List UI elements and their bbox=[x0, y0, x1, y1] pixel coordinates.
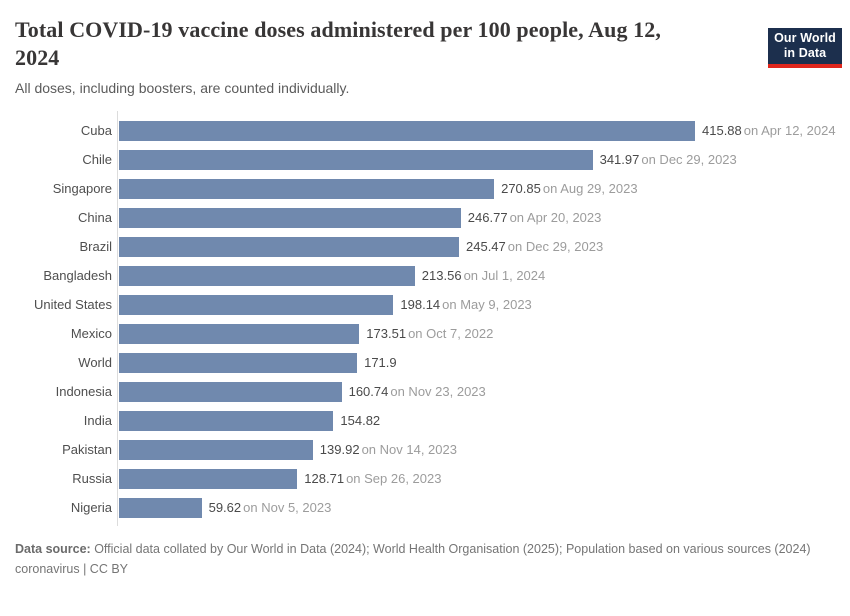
bar-value: 128.71 bbox=[304, 471, 345, 486]
entity-label[interactable]: Cuba bbox=[80, 123, 112, 138]
footer-source: Data source: Official data collated by O… bbox=[15, 541, 825, 558]
bar-value: 154.82 bbox=[340, 413, 381, 428]
bar-date: on Sep 26, 2023 bbox=[346, 471, 442, 486]
bar-value-label: 160.74 on Nov 23, 2023 bbox=[349, 384, 486, 399]
page-title: Total COVID-19 vaccine doses administere… bbox=[15, 17, 661, 70]
entity-label[interactable]: Pakistan bbox=[62, 442, 112, 457]
bar-value-label: 171.9 bbox=[364, 355, 397, 370]
bar-value: 173.51 bbox=[366, 326, 407, 341]
chart-row: China 246.77 on Apr 20, 2023 bbox=[15, 203, 835, 232]
bar-value: 245.47 bbox=[466, 239, 506, 254]
bar-value-label: 245.47 on Dec 29, 2023 bbox=[466, 239, 603, 254]
bar[interactable] bbox=[119, 410, 334, 431]
chart-subtitle: All doses, including boosters, are count… bbox=[15, 80, 350, 96]
owid-logo-line2: in Data bbox=[783, 46, 827, 60]
bar[interactable] bbox=[119, 439, 313, 460]
chart-row: Brazil 245.47 on Dec 29, 2023 bbox=[15, 232, 835, 261]
bar-value-label: 341.97 on Dec 29, 2023 bbox=[600, 152, 737, 167]
bar-value: 246.77 bbox=[467, 210, 508, 225]
bar-value: 171.9 bbox=[364, 355, 397, 370]
bar[interactable] bbox=[119, 236, 459, 257]
chart-row: Singapore 270.85 on Aug 29, 2023 bbox=[15, 174, 835, 203]
bar-value-label: 270.85 on Aug 29, 2023 bbox=[501, 181, 637, 196]
bar[interactable] bbox=[119, 352, 358, 373]
chart-row: Cuba 415.88 on Apr 12, 2024 bbox=[15, 116, 836, 145]
bar-value-label: 139.92 on Nov 14, 2023 bbox=[320, 442, 457, 457]
chart-rows: Cuba 415.88 on Apr 12, 2024 Chile 341.97 on D… bbox=[15, 111, 836, 526]
entity-label[interactable]: Mexico bbox=[70, 326, 112, 341]
y-axis-line bbox=[117, 111, 118, 526]
bar[interactable] bbox=[119, 468, 298, 489]
bar-date: on Apr 12, 2024 bbox=[743, 123, 836, 138]
bar-date: on Nov 5, 2023 bbox=[243, 500, 332, 515]
data-source-text: Official data collated by Our World in D… bbox=[90, 542, 811, 556]
footer-license: coronavirus | CC BY bbox=[15, 562, 129, 576]
bar-date: on Dec 29, 2023 bbox=[641, 152, 737, 167]
entity-label[interactable]: Chile bbox=[82, 152, 112, 167]
bar-date: on Dec 29, 2023 bbox=[507, 239, 604, 254]
bar-date: on Apr 20, 2023 bbox=[509, 210, 602, 225]
bar-value: 270.85 bbox=[501, 181, 541, 196]
data-source-label: Data source: bbox=[15, 542, 91, 556]
bar-value-label: 213.56 on Jul 1, 2024 bbox=[422, 268, 545, 283]
bar-value: 198.14 bbox=[400, 297, 441, 312]
bar[interactable] bbox=[119, 497, 202, 518]
entity-label[interactable]: India bbox=[83, 413, 112, 428]
bar-value: 59.62 bbox=[208, 500, 242, 515]
bar-value-label: 128.71 on Sep 26, 2023 bbox=[304, 471, 441, 486]
bar-value: 415.88 bbox=[702, 123, 742, 138]
entity-label[interactable]: United States bbox=[33, 297, 112, 312]
chart-row: Bangladesh 213.56 on Jul 1, 2024 bbox=[15, 261, 835, 290]
bar[interactable] bbox=[119, 149, 593, 170]
bar[interactable] bbox=[119, 381, 342, 402]
entity-label[interactable]: World bbox=[78, 355, 112, 370]
bar-date: on Oct 7, 2022 bbox=[408, 326, 494, 341]
bar-chart: Cuba 415.88 on Apr 12, 2024 Chile 341.97 on D… bbox=[15, 111, 836, 526]
bar-date: on Nov 14, 2023 bbox=[361, 442, 457, 457]
bar-value-label: 246.77 on Apr 20, 2023 bbox=[468, 210, 602, 225]
entity-label[interactable]: Bangladesh bbox=[43, 268, 112, 283]
bar[interactable] bbox=[119, 323, 360, 344]
chart-row: India 154.82 bbox=[15, 406, 835, 435]
owid-logo-line1: Our World bbox=[774, 31, 836, 45]
entity-label[interactable]: China bbox=[78, 210, 112, 225]
bar-date: on May 9, 2023 bbox=[442, 297, 532, 312]
bar-value: 160.74 bbox=[348, 384, 389, 399]
chart-row: Pakistan 139.92 on Nov 14, 2023 bbox=[15, 435, 835, 464]
entity-label[interactable]: Indonesia bbox=[55, 384, 112, 399]
entity-label[interactable]: Russia bbox=[72, 471, 112, 486]
bar-value: 213.56 bbox=[421, 268, 462, 283]
bar-value-label: 198.14 on May 9, 2023 bbox=[400, 297, 531, 312]
bar[interactable] bbox=[119, 120, 695, 141]
bar-value-label: 173.51 on Oct 7, 2022 bbox=[366, 326, 493, 341]
entity-label[interactable]: Brazil bbox=[79, 239, 112, 254]
bar-value: 139.92 bbox=[319, 442, 360, 457]
chart-row: Nigeria 59.62 on Nov 5, 2023 bbox=[15, 493, 835, 522]
bar[interactable] bbox=[119, 178, 495, 199]
chart-row: United States 198.14 on May 9, 2023 bbox=[15, 290, 835, 319]
chart-row: Chile 341.97 on Dec 29, 2023 bbox=[15, 145, 835, 174]
bar-value: 341.97 bbox=[599, 152, 640, 167]
bar[interactable] bbox=[119, 294, 394, 315]
bar[interactable] bbox=[119, 265, 415, 286]
bar-value-label: 59.62 on Nov 5, 2023 bbox=[209, 500, 332, 515]
entity-label[interactable]: Singapore bbox=[52, 181, 112, 196]
chart-row: Mexico 173.51 on Oct 7, 2022 bbox=[15, 319, 835, 348]
entity-label[interactable]: Nigeria bbox=[70, 500, 112, 515]
chart-export: Total COVID-19 vaccine doses administere… bbox=[0, 16, 850, 576]
chart-row: Indonesia 160.74 on Nov 23, 2023 bbox=[15, 377, 835, 406]
bar-date: on Aug 29, 2023 bbox=[542, 181, 638, 196]
bar-date: on Nov 23, 2023 bbox=[390, 384, 486, 399]
chart-row: Russia 128.71 on Sep 26, 2023 bbox=[15, 464, 835, 493]
bar-value-label: 415.88 on Apr 12, 2024 bbox=[702, 123, 836, 138]
chart-row: World 171.9 bbox=[15, 348, 835, 377]
bar[interactable] bbox=[119, 207, 461, 228]
owid-logo: Our World in Data bbox=[768, 28, 842, 68]
bar-value-label: 154.82 bbox=[340, 413, 380, 428]
bar-date: on Jul 1, 2024 bbox=[463, 268, 546, 283]
